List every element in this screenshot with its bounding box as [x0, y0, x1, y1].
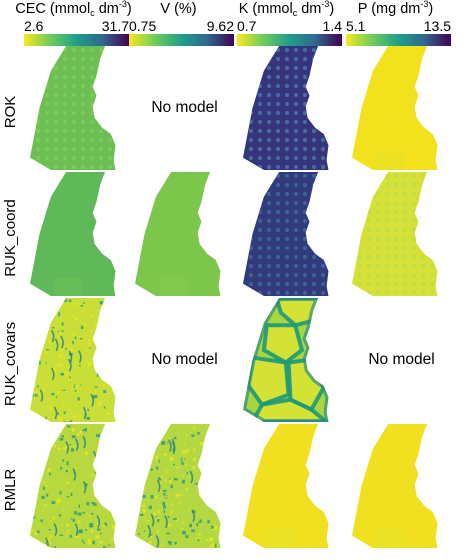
colorbar-min-cec: 2.6 [24, 18, 44, 34]
map-panel-ruk_coord-cec [30, 172, 116, 296]
map-fill [243, 172, 329, 296]
row-label-3: RMLR [2, 469, 19, 512]
colorbar-max-v: 9.62 [207, 18, 234, 34]
colorbar-p [346, 34, 451, 46]
colorbar-max-cec: 31.7 [102, 18, 129, 34]
map-panel-rmlr-p [352, 424, 438, 548]
map-panel-rok-k [243, 46, 329, 170]
colorbar-min-v: 0.75 [129, 18, 156, 34]
map-panel-ruk_covars-cec [30, 298, 116, 422]
map-panel-rok-p [352, 46, 438, 170]
column-title-k: K (mmolc dm-3) [239, 0, 335, 18]
column-title-p: P (mg dm-3) [358, 0, 433, 17]
colorbar-min-k: 0.7 [237, 18, 257, 34]
map-fill [352, 172, 438, 296]
column-title-cec: CEC (mmolc dm-3) [15, 0, 131, 18]
no-model-label-ruk_covars-p: No model [368, 351, 434, 368]
row-label-1: RUK_coord [2, 199, 19, 277]
colorbar-max-k: 1.4 [323, 18, 343, 34]
map-fill [30, 46, 116, 170]
colorbar-cec [24, 34, 129, 46]
map-panel-ruk_coord-k [243, 172, 329, 296]
colorbar-min-p: 5.1 [346, 18, 366, 34]
map-panel-ruk_coord-v [135, 172, 221, 296]
map-panel-ruk_coord-p [352, 172, 438, 296]
column-title-v: V (%) [160, 1, 196, 17]
colorbar-max-p: 13.5 [424, 18, 451, 34]
colorbar-v [129, 34, 234, 46]
map-panel-ruk_covars-k [243, 298, 329, 422]
row-label-0: ROK [2, 96, 19, 129]
map-panel-rok-cec [30, 46, 116, 170]
map-fill [30, 298, 116, 422]
map-panel-rmlr-cec [30, 424, 116, 548]
map-panel-rmlr-v [135, 424, 221, 548]
map-fill [243, 46, 329, 170]
no-model-label-rok-v: No model [151, 99, 217, 116]
no-model-label-ruk_covars-v: No model [151, 351, 217, 368]
row-label-2: RUK_covars [2, 322, 19, 406]
colorbar-k [237, 34, 342, 46]
map-panel-rmlr-k [243, 424, 329, 548]
